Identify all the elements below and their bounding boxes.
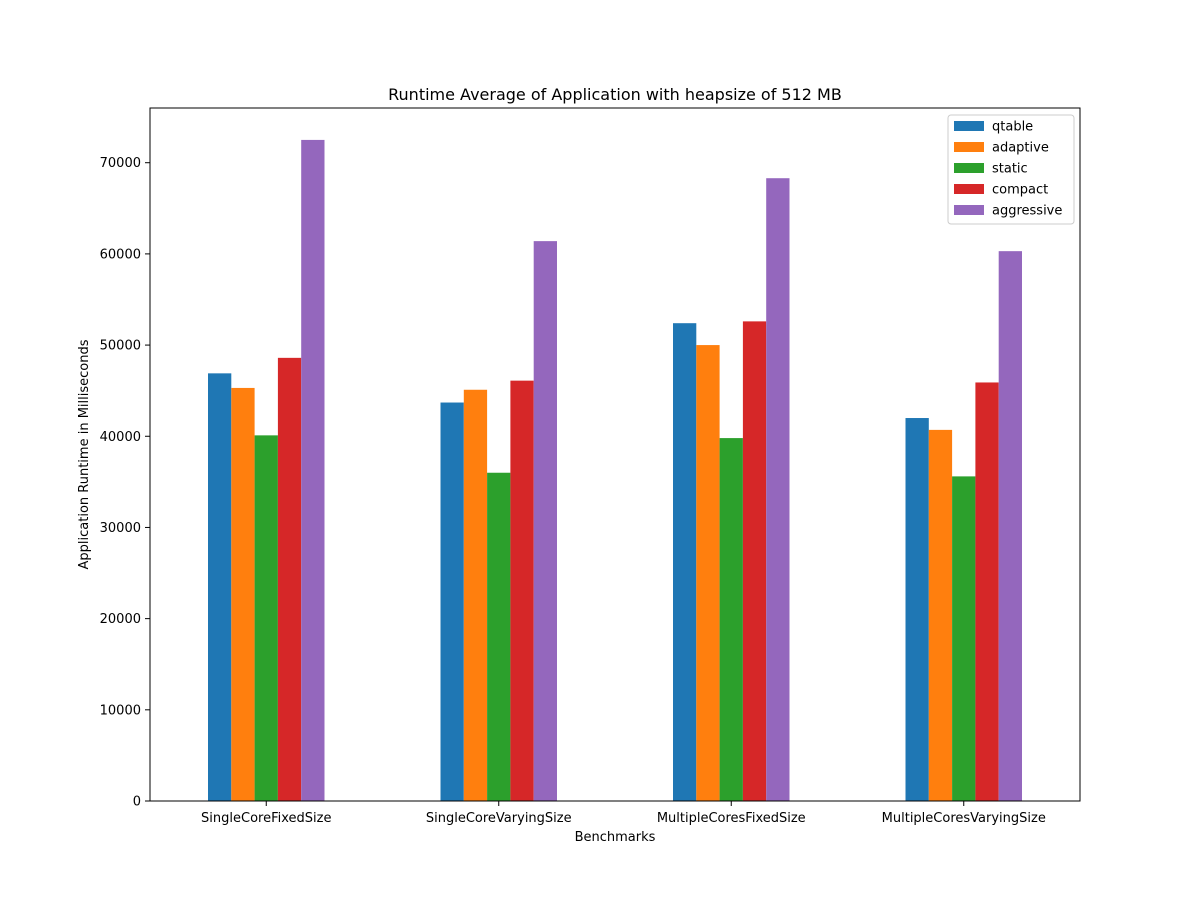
x-tick-label: SingleCoreVaryingSize [426,811,572,826]
bar-aggressive-SingleCoreVaryingSize [533,241,557,801]
x-tick-label: MultipleCoresVaryingSize [882,811,1046,826]
bar-qtable-MultipleCoresVaryingSize [905,418,929,801]
y-axis-ticks: 0 10000 20000 30000 40000 50000 60000 70000 [100,156,150,810]
bar-qtable-SingleCoreVaryingSize [440,402,464,801]
bar-static-SingleCoreFixedSize [254,435,278,801]
bars-group [208,139,1022,802]
bar-static-SingleCoreVaryingSize [487,472,511,801]
legend-label-aggressive: aggressive [992,204,1062,219]
bar-aggressive-SingleCoreFixedSize [301,139,325,801]
legend-swatch-aggressive [954,205,984,215]
legend-swatch-static [954,163,984,173]
y-tick-label: 40000 [100,430,141,445]
x-axis-ticks: SingleCoreFixedSize SingleCoreVaryingSize… [201,801,1046,826]
chart-title: Runtime Average of Application with heap… [388,85,842,104]
legend: qtable adaptive static compact aggressive [947,114,1075,225]
bar-static-MultipleCoresFixedSize [719,438,743,801]
bar-adaptive-SingleCoreFixedSize [231,387,255,801]
legend-swatch-adaptive [954,142,984,152]
x-tick-label: SingleCoreFixedSize [201,811,331,826]
bar-adaptive-SingleCoreVaryingSize [463,389,488,801]
bar-qtable-MultipleCoresFixedSize [673,323,697,801]
bar-aggressive-MultipleCoresFixedSize [766,178,790,801]
bar-qtable-SingleCoreFixedSize [208,373,232,801]
y-tick-label: 50000 [100,339,141,354]
y-tick-label: 70000 [100,156,141,171]
x-tick-label: MultipleCoresFixedSize [657,811,806,826]
bar-aggressive-MultipleCoresVaryingSize [998,251,1022,802]
bar-static-MultipleCoresVaryingSize [952,476,976,801]
bar-adaptive-MultipleCoresVaryingSize [928,429,953,801]
legend-label-qtable: qtable [992,120,1033,135]
bar-compact-MultipleCoresFixedSize [742,321,767,801]
y-tick-label: 30000 [100,521,141,536]
plot-frame [149,107,1081,802]
x-axis-label: Benchmarks [575,830,656,845]
y-tick-label: 0 [133,795,141,810]
bar-compact-SingleCoreVaryingSize [510,380,534,801]
legend-label-static: static [992,162,1028,177]
bar-adaptive-MultipleCoresFixedSize [696,345,720,801]
legend-label-adaptive: adaptive [992,141,1049,156]
bar-compact-SingleCoreFixedSize [277,357,302,801]
legend-label-compact: compact [992,183,1048,198]
y-tick-label: 10000 [100,703,141,718]
legend-swatch-qtable [954,121,984,131]
y-tick-label: 60000 [100,247,141,262]
bar-compact-MultipleCoresVaryingSize [975,382,999,801]
y-tick-label: 20000 [100,612,141,627]
legend-swatch-compact [954,184,984,194]
y-axis-label: Application Runtime in Milliseconds [77,339,92,569]
